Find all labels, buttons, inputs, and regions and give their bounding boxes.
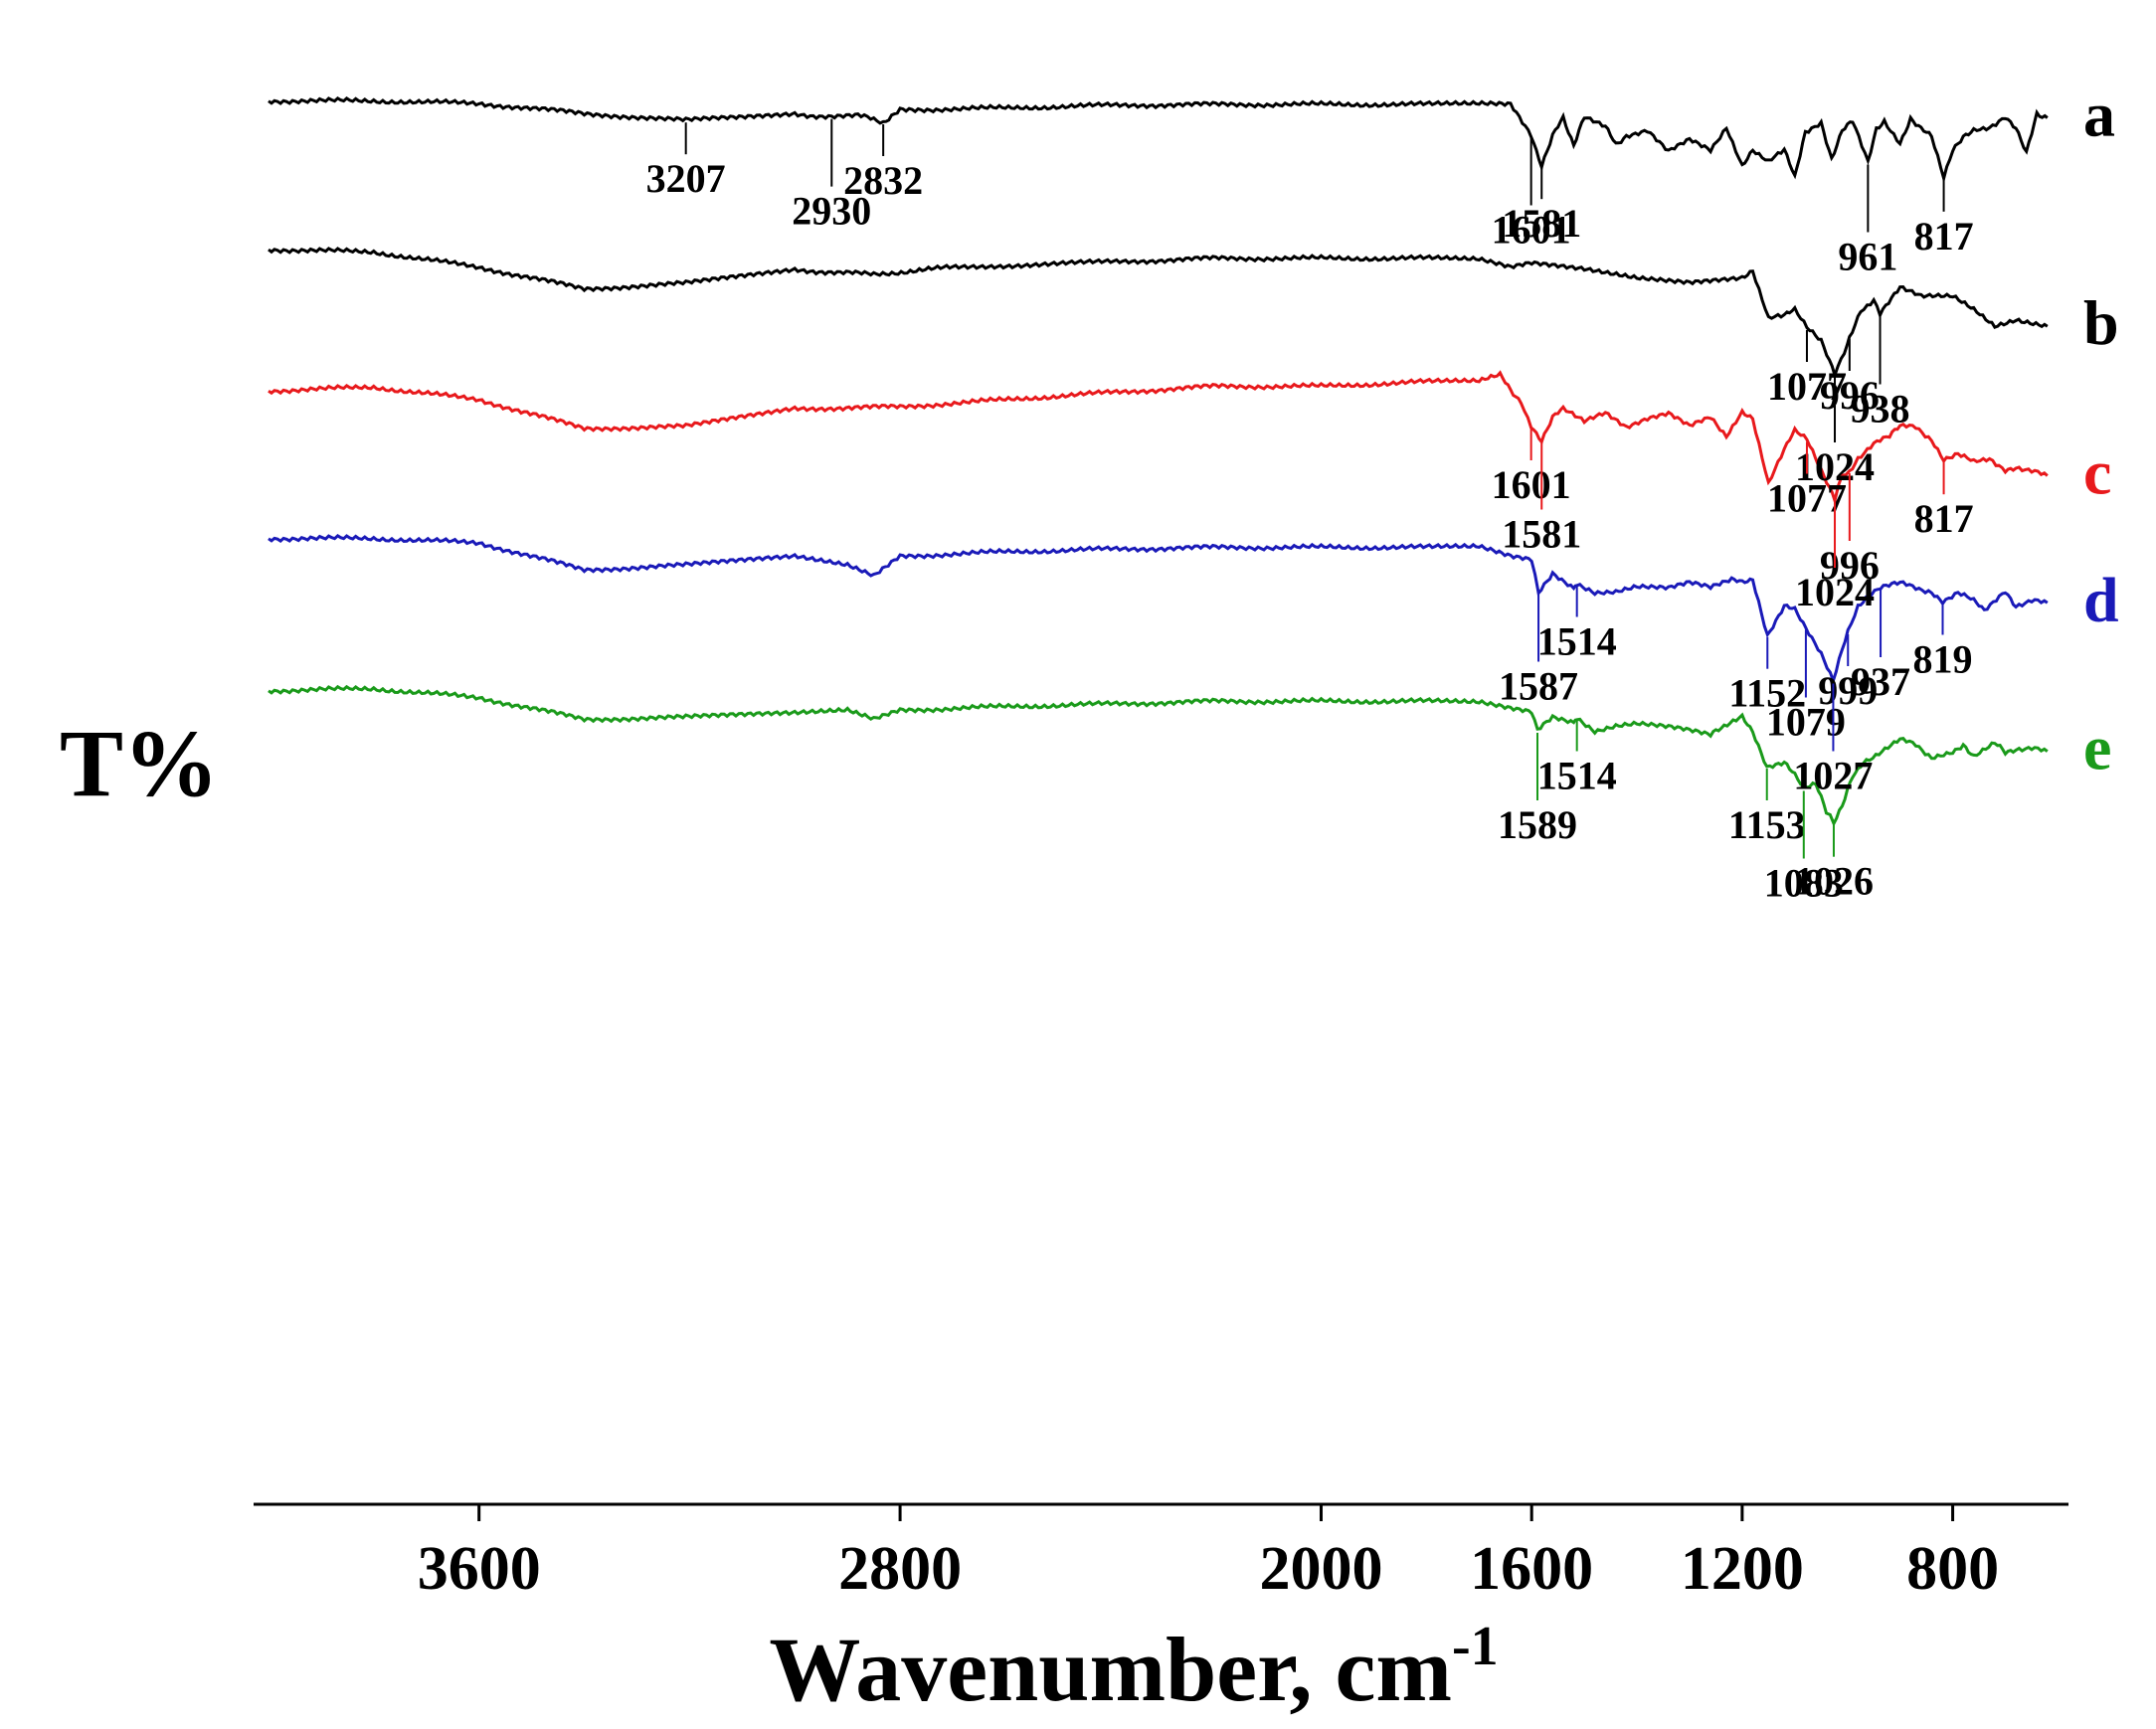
peak-label-a-817: 817: [1914, 214, 1974, 259]
peak-label-e-1083: 1083: [1764, 861, 1844, 906]
x-axis-label: Wavenumber, cm-1: [769, 1616, 1498, 1720]
series-b-label: b: [2083, 287, 2119, 358]
x-axis-ticks: 3600 2800 2000 1600 1200 800: [418, 1504, 1999, 1603]
series-d-line: [268, 534, 2049, 686]
x-tick-label-1600: 1600: [1470, 1535, 1593, 1603]
peak-label-e-1026: 1026: [1794, 859, 1874, 904]
peak-label-c-817: 817: [1914, 496, 1974, 541]
peak-label-b-996: 996: [1820, 373, 1880, 418]
peak-label-c-1077: 1077: [1767, 476, 1847, 521]
x-axis-label-superscript: -1: [1452, 1616, 1499, 1677]
peak-label-d-1027: 1027: [1793, 754, 1873, 798]
peak-label-c-1581: 1581: [1502, 512, 1581, 557]
series-a-line: [268, 95, 2049, 185]
x-tick-label-2000: 2000: [1259, 1535, 1382, 1603]
y-axis-label: T%: [60, 710, 219, 816]
peak-label-e-1589: 1589: [1498, 802, 1577, 847]
peak-label-b-1024: 1024: [1795, 444, 1875, 489]
peak-label-c-996: 996: [1820, 543, 1880, 588]
series-e-label: e: [2083, 713, 2111, 783]
peak-label-d-1514: 1514: [1537, 619, 1617, 664]
peak-label-d-937: 937: [1851, 659, 1910, 704]
peak-label-c-1024: 1024: [1795, 570, 1875, 614]
series-d-label: d: [2083, 564, 2119, 634]
peak-label-d-1152: 1152: [1728, 671, 1806, 716]
peak-label-e-1514: 1514: [1537, 754, 1617, 798]
x-axis-label-main: Wavenumber, cm: [769, 1619, 1452, 1720]
peak-label-b-938: 938: [1851, 387, 1910, 432]
series-c-line: [268, 370, 2049, 507]
peak-label-b-1077: 1077: [1767, 364, 1847, 409]
peak-label-a-3207: 3207: [646, 156, 726, 201]
series-b-line: [268, 247, 2049, 381]
peak-label-a-2930: 2930: [792, 189, 871, 234]
peak-label-d-819: 819: [1913, 637, 1973, 682]
x-tick-label-3600: 3600: [418, 1535, 541, 1603]
x-tick-label-800: 800: [1906, 1535, 1999, 1603]
peak-label-d-999: 999: [1818, 668, 1878, 713]
x-tick-label-1200: 1200: [1681, 1535, 1804, 1603]
series-labels: a b cd e: [2083, 80, 2119, 783]
x-tick-label-2800: 2800: [838, 1535, 962, 1603]
peak-label-a-961: 961: [1838, 235, 1897, 279]
peak-label-e-1153: 1153: [1728, 802, 1806, 847]
series-a-label: a: [2083, 80, 2115, 150]
peak-label-a-1601: 1601: [1492, 208, 1571, 253]
spectra-traces: [268, 95, 2049, 827]
peak-label-a-2832: 2832: [843, 158, 923, 203]
series-c-label: c: [2083, 437, 2111, 508]
peak-label-a-1581: 1581: [1502, 201, 1581, 246]
series-e-line: [268, 684, 2049, 827]
peak-label-c-1601: 1601: [1492, 462, 1571, 507]
peak-label-d-1587: 1587: [1499, 664, 1578, 709]
